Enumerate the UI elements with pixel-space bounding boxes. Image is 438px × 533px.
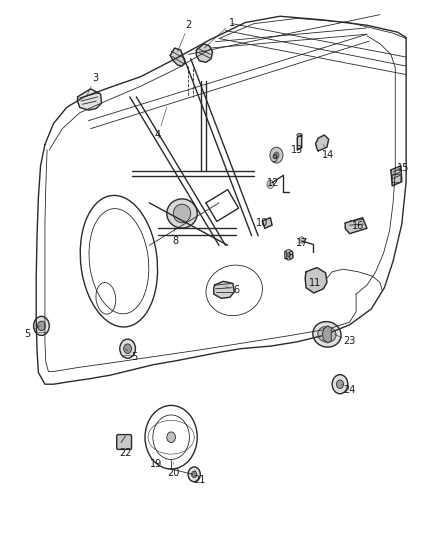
Text: 22: 22 <box>119 448 132 458</box>
Circle shape <box>274 152 279 158</box>
Ellipse shape <box>313 321 341 347</box>
Text: 8: 8 <box>173 236 179 246</box>
Text: 4: 4 <box>155 130 161 140</box>
Text: 19: 19 <box>150 459 162 469</box>
Polygon shape <box>262 217 272 228</box>
Text: 11: 11 <box>309 278 321 288</box>
Polygon shape <box>305 268 327 293</box>
Text: 5: 5 <box>25 329 31 340</box>
Text: 12: 12 <box>267 177 279 188</box>
Text: 20: 20 <box>167 469 180 478</box>
Text: 1: 1 <box>229 18 235 28</box>
Text: 18: 18 <box>283 251 295 261</box>
Text: 6: 6 <box>233 285 240 295</box>
Circle shape <box>287 253 290 257</box>
Text: 16: 16 <box>352 221 364 231</box>
Text: 21: 21 <box>193 475 205 484</box>
Text: 15: 15 <box>396 164 409 173</box>
Circle shape <box>167 432 176 442</box>
Circle shape <box>188 467 200 482</box>
Circle shape <box>267 180 274 189</box>
Circle shape <box>284 249 293 260</box>
Text: 13: 13 <box>291 145 304 155</box>
Circle shape <box>191 471 197 478</box>
Polygon shape <box>322 326 331 343</box>
Text: 17: 17 <box>296 238 308 248</box>
Ellipse shape <box>297 133 302 136</box>
Polygon shape <box>78 89 102 110</box>
Circle shape <box>120 339 135 358</box>
Circle shape <box>332 375 348 394</box>
Text: 14: 14 <box>321 150 334 160</box>
FancyBboxPatch shape <box>117 434 131 449</box>
Circle shape <box>38 321 46 330</box>
Ellipse shape <box>167 199 197 228</box>
Text: 2: 2 <box>185 20 192 30</box>
Polygon shape <box>170 48 185 66</box>
Polygon shape <box>345 217 367 233</box>
Circle shape <box>270 147 283 163</box>
Polygon shape <box>391 166 402 186</box>
Text: 24: 24 <box>343 384 356 394</box>
Circle shape <box>124 344 131 353</box>
Text: 10: 10 <box>256 218 268 228</box>
Circle shape <box>34 317 49 335</box>
Text: 9: 9 <box>272 155 278 164</box>
Polygon shape <box>316 135 328 151</box>
Polygon shape <box>297 135 302 150</box>
Text: 23: 23 <box>343 336 356 346</box>
Text: 5: 5 <box>131 352 137 361</box>
Ellipse shape <box>318 326 336 342</box>
Polygon shape <box>214 281 234 298</box>
Circle shape <box>299 237 304 243</box>
Ellipse shape <box>173 204 191 223</box>
Polygon shape <box>196 44 212 62</box>
Circle shape <box>336 380 343 389</box>
Text: 3: 3 <box>92 73 98 83</box>
